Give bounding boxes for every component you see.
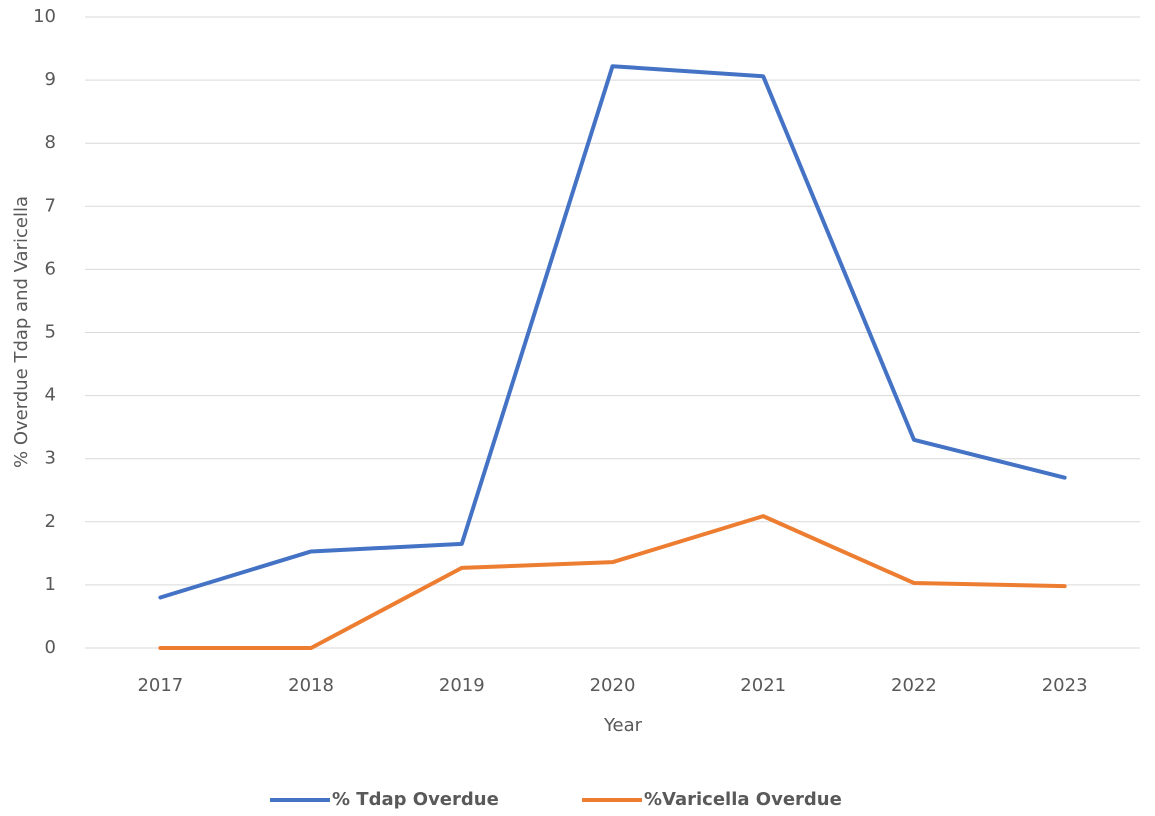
x-tick-label: 2020 <box>590 675 636 696</box>
y-tick-label: 2 <box>45 511 56 532</box>
x-tick-label: 2022 <box>891 675 937 696</box>
y-tick-label: 6 <box>45 258 56 279</box>
y-tick-label: 9 <box>45 69 56 90</box>
y-tick-label: 4 <box>45 385 56 406</box>
y-tick-label: 10 <box>33 6 56 27</box>
x-tick-label: 2023 <box>1042 675 1088 696</box>
x-axis-label: Year <box>603 715 643 736</box>
y-tick-label: 5 <box>45 322 56 343</box>
y-tick-label: 7 <box>45 195 56 216</box>
series-line <box>158 64 1067 600</box>
y-tick-label: 1 <box>45 574 56 595</box>
x-tick-label: 2018 <box>288 675 334 696</box>
y-tick-label: 3 <box>45 448 56 469</box>
x-tick-label: 2019 <box>439 675 485 696</box>
legend-text: % Tdap Overdue <box>332 789 499 810</box>
y-tick-label: 8 <box>45 132 56 153</box>
series-line <box>158 514 1067 650</box>
y-tick-label: 0 <box>45 637 56 658</box>
y-axis-label: % Overdue Tdap and Varicella <box>11 196 32 468</box>
x-tick-label: 2017 <box>137 675 183 696</box>
legend-text: %Varicella Overdue <box>644 789 842 810</box>
x-tick-label: 2021 <box>740 675 786 696</box>
